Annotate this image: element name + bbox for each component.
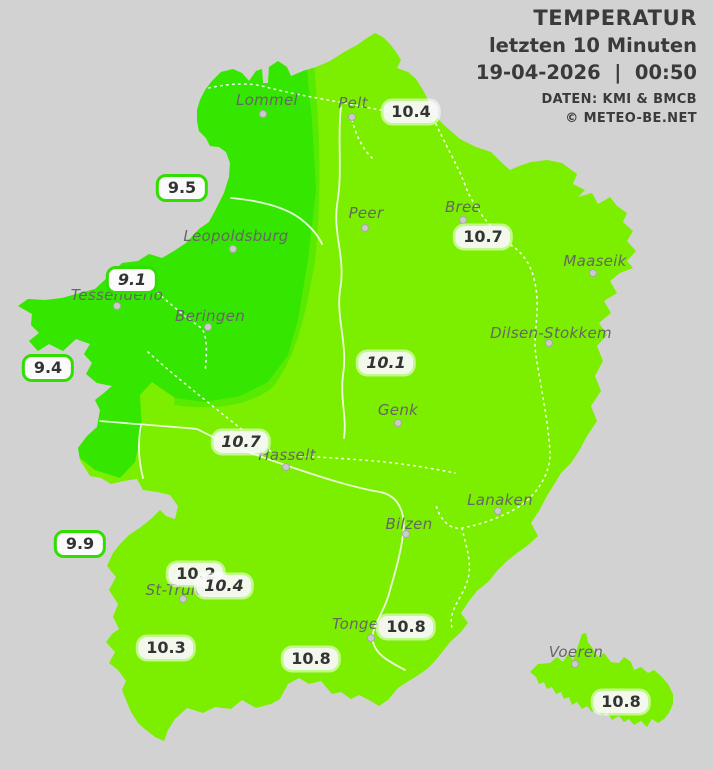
city-dot (282, 463, 290, 471)
temperature-badge: 9.5 (155, 174, 209, 202)
temperature-badge: 9.9 (53, 530, 107, 558)
city-dot (402, 530, 410, 538)
city-dot (545, 339, 553, 347)
city-dot (459, 216, 467, 224)
temperature-badge: 10.4 (383, 101, 439, 123)
city-dot (361, 224, 369, 232)
city-label: Dilsen-Stokkem (490, 324, 612, 342)
temperature-badge: 10.3 (138, 637, 194, 659)
city-dot (494, 507, 502, 515)
temperature-badge: 10.7 (455, 226, 511, 248)
city-dot (259, 110, 267, 118)
title-block: TEMPERATUR letzten 10 Minuten 19-04-2026… (476, 6, 697, 126)
city-label: Pelt (338, 94, 368, 112)
city-dot (348, 113, 356, 121)
temperature-badge: 10.4 (196, 575, 252, 597)
date-time: 19-04-2026 | 00:50 (475, 61, 697, 84)
temperature-badge: 10.7 (213, 431, 269, 453)
city-dot (589, 269, 597, 277)
river-lines (99, 106, 406, 671)
map-base-shape (18, 33, 636, 741)
city-label: Bree (444, 198, 482, 216)
city-dot (204, 323, 212, 331)
city-dot (571, 660, 579, 668)
temperature-badge: 10.1 (358, 352, 414, 374)
page-title: TEMPERATUR (533, 6, 697, 30)
city-dot (394, 419, 402, 427)
city-label: Peer (348, 204, 384, 222)
city-label: Lommel (236, 91, 298, 109)
city-dot (367, 634, 375, 642)
city-label: Leopoldsburg (183, 227, 289, 245)
copyright-notice: © METEO-BE.NET (565, 111, 697, 126)
city-label: Beringen (174, 307, 246, 325)
temperature-badge: 10.8 (593, 691, 649, 713)
city-dot (229, 245, 237, 253)
temperature-badge: 10.8 (378, 616, 434, 638)
temperature-badge: 9.4 (21, 354, 75, 382)
city-label: Hasselt (258, 446, 316, 464)
city-label: Bilzen (385, 515, 433, 533)
data-source: DATEN: KMI & BMCB (541, 92, 697, 107)
temperature-badge: 9.1 (105, 266, 159, 294)
city-label: Genk (377, 401, 419, 419)
city-dot (113, 302, 121, 310)
page-subtitle: letzten 10 Minuten (488, 34, 697, 57)
temperature-badge: 10.8 (283, 648, 339, 670)
city-dot (179, 595, 187, 603)
city-label: Voeren (548, 643, 604, 661)
city-label: Lanaken (467, 491, 533, 509)
city-label: Maaseik (563, 252, 627, 270)
